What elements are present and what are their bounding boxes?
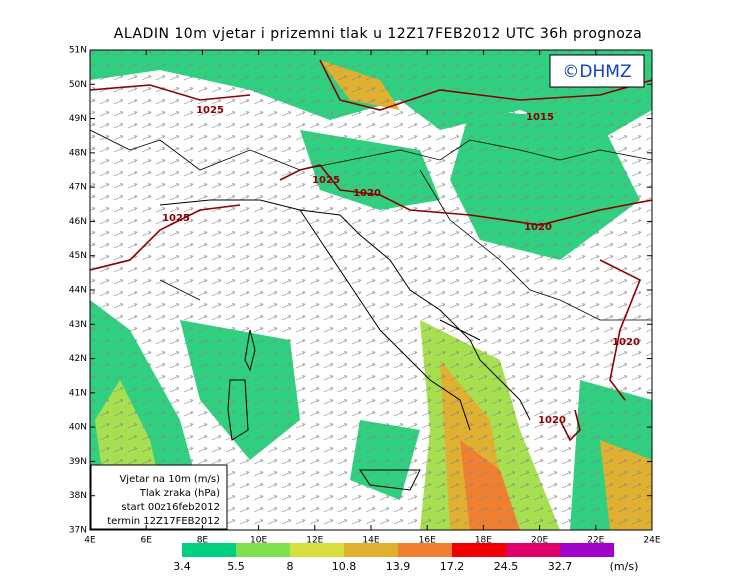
isobar-label: 1025 — [312, 175, 340, 186]
map-area: 1025 1015 1025 1020 1025 1020 1020 1020 … — [90, 50, 652, 530]
copyright: ©DHMZ — [562, 62, 631, 82]
colorbar-swatch — [506, 543, 560, 557]
lon-label: 20E — [531, 536, 548, 546]
lat-label: 51N — [69, 46, 87, 56]
colorbar-swatch — [236, 543, 290, 557]
isobar-label: 1015 — [526, 112, 554, 123]
lat-label: 42N — [69, 354, 87, 364]
lat-label: 46N — [69, 217, 87, 227]
lon-label: 12E — [306, 536, 323, 546]
colorbar-unit: (m/s) — [610, 560, 639, 573]
lon-label: 6E — [140, 536, 152, 546]
lon-label: 8E — [197, 536, 209, 546]
colorbar-swatch — [290, 543, 344, 557]
legend-line: termin 12Z17FEB2012 — [107, 516, 220, 527]
lat-label: 38N — [69, 491, 87, 501]
isobar-label: 1020 — [612, 337, 640, 348]
lon-label: 16E — [419, 536, 436, 546]
colorbar-swatch — [452, 543, 506, 557]
colorbar-level: 17.2 — [440, 560, 465, 573]
lat-label: 45N — [69, 251, 87, 261]
lon-label: 10E — [250, 536, 267, 546]
copyright-box — [549, 54, 645, 88]
lon-label: 24E — [643, 536, 660, 546]
lat-label: 43N — [69, 320, 87, 330]
colorbar-level: 24.5 — [494, 560, 519, 573]
colorbar-swatch — [182, 543, 236, 557]
legend-line: start 00z16feb2012 — [121, 502, 220, 513]
lon-label: 18E — [475, 536, 492, 546]
lat-label: 44N — [69, 286, 87, 296]
legend-box — [90, 464, 228, 530]
colorbar-swatch — [398, 543, 452, 557]
isobar-label: 1025 — [162, 213, 190, 224]
lat-label: 48N — [69, 148, 87, 158]
colorbar-level: 10.8 — [332, 560, 357, 573]
lon-label: 4E — [84, 536, 96, 546]
legend-line: Vjetar na 10m (m/s) — [119, 474, 220, 485]
isobar-label: 1020 — [524, 222, 552, 233]
lon-label: 14E — [362, 536, 379, 546]
lat-label: 40N — [69, 423, 87, 433]
lon-label: 22E — [587, 536, 604, 546]
lat-label: 47N — [69, 183, 87, 193]
colorbar-level: 8 — [287, 560, 294, 573]
isobar-label: 1025 — [196, 105, 224, 116]
colorbar-level: 13.9 — [386, 560, 411, 573]
lat-label: 50N — [69, 80, 87, 90]
title: ALADIN 10m vjetar i prizemni tlak u 12Z1… — [114, 26, 642, 42]
colorbar-level: 3.4 — [173, 560, 191, 573]
lat-label: 49N — [69, 114, 87, 124]
isobar-label: 1020 — [353, 188, 381, 199]
colorbar-level: 5.5 — [227, 560, 245, 573]
isobar-label: 1020 — [538, 415, 566, 426]
colorbar-swatch — [560, 543, 614, 557]
lat-label: 37N — [69, 526, 87, 536]
legend-line: Tlak zraka (hPa) — [139, 488, 220, 499]
lat-label: 39N — [69, 457, 87, 467]
lat-label: 41N — [69, 388, 87, 398]
colorbar-swatch — [344, 543, 398, 557]
colorbar-level: 32.7 — [548, 560, 573, 573]
